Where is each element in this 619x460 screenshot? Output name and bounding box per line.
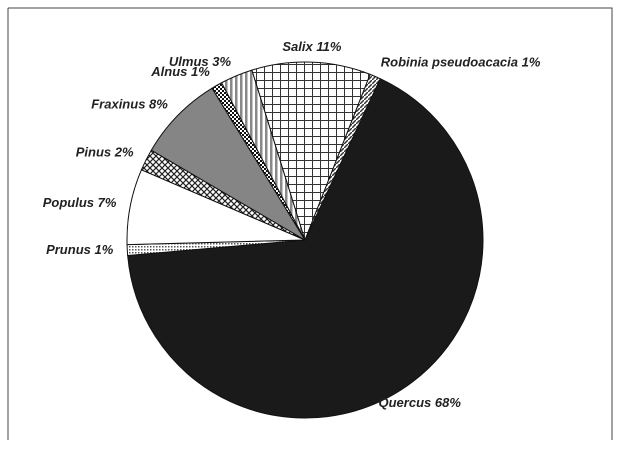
slice-label: Ulmus 3% xyxy=(169,54,232,69)
slice-category: Salix xyxy=(282,40,313,55)
slice-label: Salix 11% xyxy=(282,40,341,55)
slice-label: Alnus 1% xyxy=(150,65,210,80)
slice-value: 1% xyxy=(95,242,114,257)
slice-value: 3% xyxy=(212,54,231,69)
slice-category: Pinus xyxy=(76,145,111,160)
slice-value: 2% xyxy=(114,145,134,160)
slice-value: 1% xyxy=(522,55,541,70)
pie-slice xyxy=(127,78,484,419)
slice-label: Pinus 2% xyxy=(76,145,134,160)
slice-label: Populus 7% xyxy=(43,195,117,210)
slice-category: Populus xyxy=(43,195,94,210)
slice-category: Ulmus xyxy=(169,54,209,69)
slice-label: Fraxinus 8% xyxy=(91,97,168,112)
slice-value: 11% xyxy=(316,40,341,55)
pie-slice xyxy=(251,61,371,242)
slice-category: Prunus xyxy=(46,242,91,257)
slice-label: Quercus 68% xyxy=(379,395,462,410)
slice-value: 68% xyxy=(435,395,461,410)
pie-slice xyxy=(304,73,381,241)
slice-value: 1% xyxy=(191,65,210,80)
slice-category: Quercus xyxy=(379,395,432,410)
slice-category: Fraxinus xyxy=(91,97,145,112)
slice-label: Robinia pseudoacacia 1% xyxy=(381,55,541,70)
slice-category: Robinia pseudoacacia xyxy=(381,55,518,70)
slice-label: Prunus 1% xyxy=(46,242,114,257)
frame xyxy=(7,7,613,440)
slice-category: Alnus xyxy=(150,65,187,80)
slice-value: 7% xyxy=(98,195,117,210)
slice-value: 8% xyxy=(149,97,168,112)
